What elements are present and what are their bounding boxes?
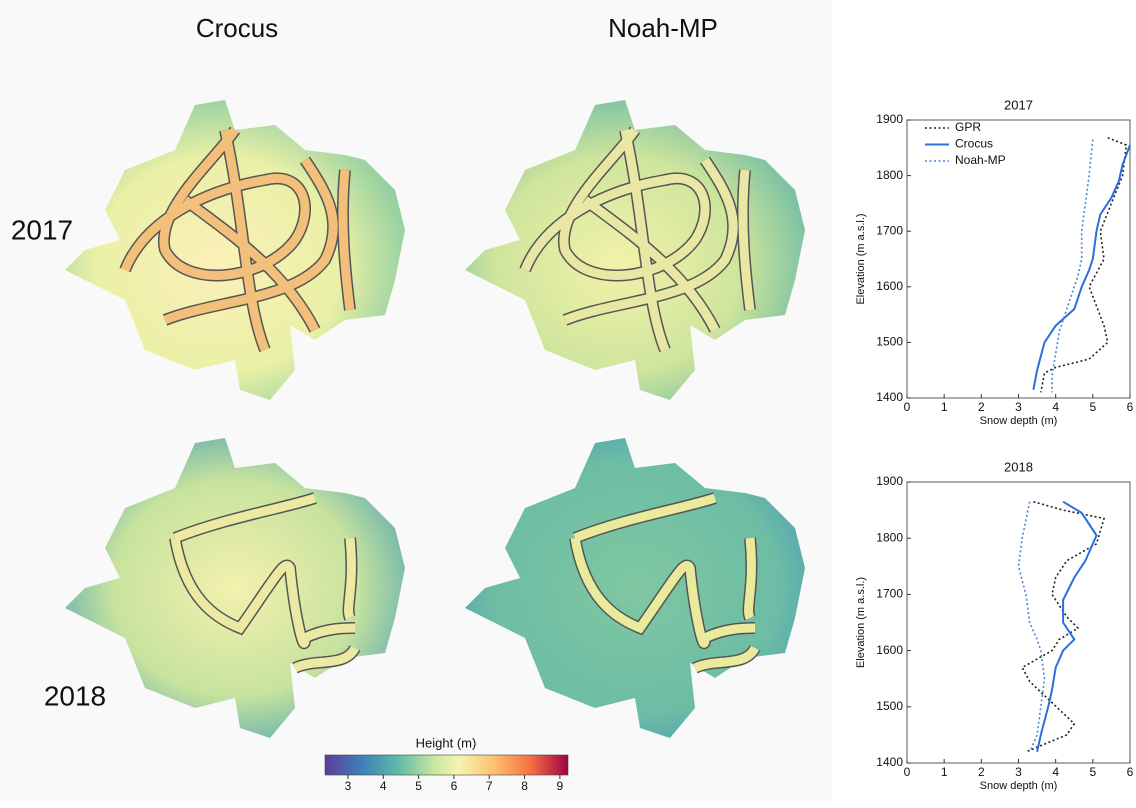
series-line — [1040, 137, 1128, 393]
y-tick-label: 1700 — [876, 587, 903, 601]
colorbar-tick-label: 4 — [380, 779, 387, 793]
x-axis-label: Snow depth (m) — [980, 780, 1058, 792]
y-axis-label: Elevation (m a.s.l.) — [855, 213, 867, 304]
x-tick-label: 5 — [1089, 765, 1096, 779]
colorbar-tick-label: 6 — [451, 779, 458, 793]
y-tick-label: 1600 — [876, 279, 903, 293]
y-tick-label: 1800 — [876, 530, 903, 544]
colorbar-label: Height (m) — [416, 735, 477, 750]
y-tick-label: 1500 — [876, 699, 903, 713]
colorbar — [324, 754, 569, 776]
legend-label: Crocus — [955, 137, 993, 151]
series-line — [1051, 139, 1094, 393]
x-tick-label: 6 — [1127, 400, 1134, 414]
x-tick-label: 4 — [1052, 765, 1059, 779]
plot-frame — [906, 481, 1131, 764]
chart-title: 2018 — [1004, 459, 1033, 474]
series-line — [1032, 144, 1131, 390]
x-tick-label: 1 — [941, 400, 948, 414]
x-tick-label: 2 — [978, 400, 985, 414]
y-tick-label: 1400 — [876, 390, 903, 404]
colorbar-tick-label: 8 — [521, 779, 528, 793]
x-tick-label: 2 — [978, 765, 985, 779]
x-tick-label: 4 — [1052, 400, 1059, 414]
colorbar-tick-label: 5 — [415, 779, 422, 793]
x-tick-label: 6 — [1127, 765, 1134, 779]
x-axis-label: Snow depth (m) — [980, 415, 1058, 427]
y-tick-label: 1800 — [876, 168, 903, 182]
y-tick-label: 1400 — [876, 755, 903, 769]
column-title: Crocus — [196, 13, 278, 43]
x-tick-label: 0 — [904, 400, 911, 414]
colorbar-tick-label: 9 — [557, 779, 564, 793]
y-tick-label: 1600 — [876, 643, 903, 657]
legend-label: GPR — [955, 120, 981, 134]
y-tick-label: 1500 — [876, 335, 903, 349]
y-tick-label: 1900 — [876, 112, 903, 126]
series-line — [1021, 500, 1106, 753]
x-tick-label: 3 — [1015, 400, 1022, 414]
y-tick-label: 1900 — [876, 474, 903, 488]
colorbar-tick-label: 7 — [486, 779, 493, 793]
row-label: 2018 — [44, 680, 106, 711]
legend-label: Noah-MP — [955, 153, 1006, 167]
row-label: 2017 — [11, 214, 73, 245]
x-tick-label: 1 — [941, 765, 948, 779]
y-tick-label: 1700 — [876, 223, 903, 237]
x-tick-label: 5 — [1089, 400, 1096, 414]
x-tick-label: 3 — [1015, 765, 1022, 779]
column-title: Noah-MP — [608, 13, 718, 43]
colorbar-tick-label: 3 — [345, 779, 352, 793]
series-line — [1036, 500, 1098, 753]
x-tick-label: 0 — [904, 765, 911, 779]
map-panel — [0, 0, 832, 803]
y-axis-label: Elevation (m a.s.l.) — [855, 577, 867, 668]
series-line — [1017, 501, 1046, 753]
chart-title: 2017 — [1004, 97, 1033, 112]
